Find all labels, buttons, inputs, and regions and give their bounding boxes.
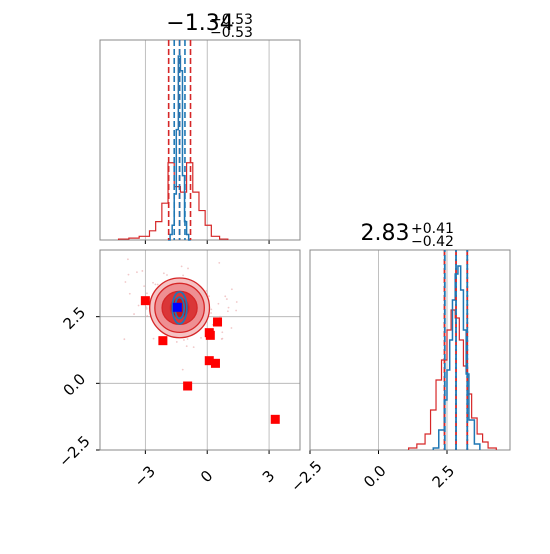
joint-y-tick-label: 2.5 — [60, 303, 90, 333]
x-title-sub: −0.53 — [210, 25, 253, 41]
sample-point — [210, 308, 213, 311]
sample-point — [205, 289, 208, 292]
red-square-marker — [210, 358, 220, 368]
sample-point — [185, 345, 188, 348]
sample-point — [227, 306, 230, 309]
sample-point — [175, 341, 178, 343]
sample-point — [217, 302, 220, 305]
sample-point — [221, 331, 224, 334]
sample-point — [137, 304, 140, 307]
sample-point — [230, 327, 233, 329]
red-square-marker — [270, 414, 280, 424]
sample-point — [162, 272, 165, 275]
joint-x-tick-label: 0 — [197, 467, 216, 486]
y-marginal-tick-label: 2.5 — [429, 462, 459, 492]
y-title-sup: +0.41 — [411, 221, 454, 237]
x-marginal-panel — [99, 39, 301, 244]
sample-point — [146, 315, 149, 317]
sample-point — [127, 273, 130, 276]
sample-point — [154, 283, 157, 286]
y-title-sub: −0.42 — [411, 234, 454, 250]
red-square-marker — [183, 381, 193, 391]
joint-panel: −3 0 3 −2.5 0.0 2.5 — [55, 249, 301, 491]
red-square-marker — [140, 296, 150, 306]
sample-point — [152, 337, 155, 340]
joint-frame — [99, 249, 301, 451]
red-square-marker — [205, 330, 215, 340]
sample-point — [136, 271, 138, 274]
y-marginal-frame — [309, 249, 511, 451]
sample-point — [180, 265, 183, 268]
sample-point — [186, 338, 189, 340]
sample-point — [187, 267, 189, 270]
sample-point — [133, 313, 135, 315]
sample-point — [143, 285, 146, 288]
y-marginal-tick-label: 0.0 — [360, 462, 390, 492]
y-marginal-tick-label: −2.5 — [287, 457, 325, 495]
sample-point — [210, 312, 212, 314]
joint-x-tick-label: −3 — [131, 462, 159, 490]
x-param-title: −1.34 — [166, 11, 233, 36]
sample-point — [146, 292, 148, 295]
y-param-title: 2.83 — [361, 221, 410, 246]
sample-point — [127, 258, 129, 261]
sample-point — [225, 298, 228, 300]
sample-point — [124, 281, 127, 283]
sample-point — [192, 346, 195, 349]
sample-point — [235, 301, 238, 303]
sample-point — [224, 295, 227, 298]
sample-point — [182, 274, 184, 277]
sample-point — [145, 306, 148, 309]
joint-y-tick-label: −2.5 — [55, 432, 93, 470]
sample-point — [166, 274, 168, 276]
sample-point — [235, 309, 238, 312]
sample-point — [226, 310, 229, 313]
blue-square-marker — [172, 302, 182, 312]
sample-point — [145, 307, 148, 310]
sample-point — [141, 270, 144, 272]
sample-point — [219, 315, 221, 318]
x-marginal-frame — [99, 39, 301, 241]
y-title-value: 2.83 — [361, 221, 410, 246]
x-red-histogram — [117, 162, 229, 240]
sample-point — [183, 339, 185, 341]
x-title-sup: +0.53 — [210, 12, 253, 28]
red-square-marker — [158, 336, 168, 346]
x-title-value: −1.34 — [166, 11, 233, 36]
y-marginal-panel: −2.5 0.0 2.5 — [287, 249, 511, 496]
red-square-marker — [204, 356, 214, 366]
x-blue-histogram — [168, 55, 191, 241]
sample-point — [208, 295, 210, 298]
sample-point — [152, 281, 154, 284]
red-square-marker — [213, 317, 223, 327]
sample-point — [221, 337, 224, 340]
sample-point — [230, 288, 233, 291]
sample-point — [156, 283, 159, 286]
blue-density-contour — [171, 290, 188, 325]
joint-y-tick-label: 0.0 — [60, 370, 90, 400]
joint-x-tick-label: 3 — [259, 467, 278, 486]
sample-point — [128, 292, 131, 295]
sample-point — [181, 368, 184, 371]
sample-point — [123, 338, 126, 341]
sample-point — [218, 261, 221, 264]
sample-point — [200, 336, 202, 339]
